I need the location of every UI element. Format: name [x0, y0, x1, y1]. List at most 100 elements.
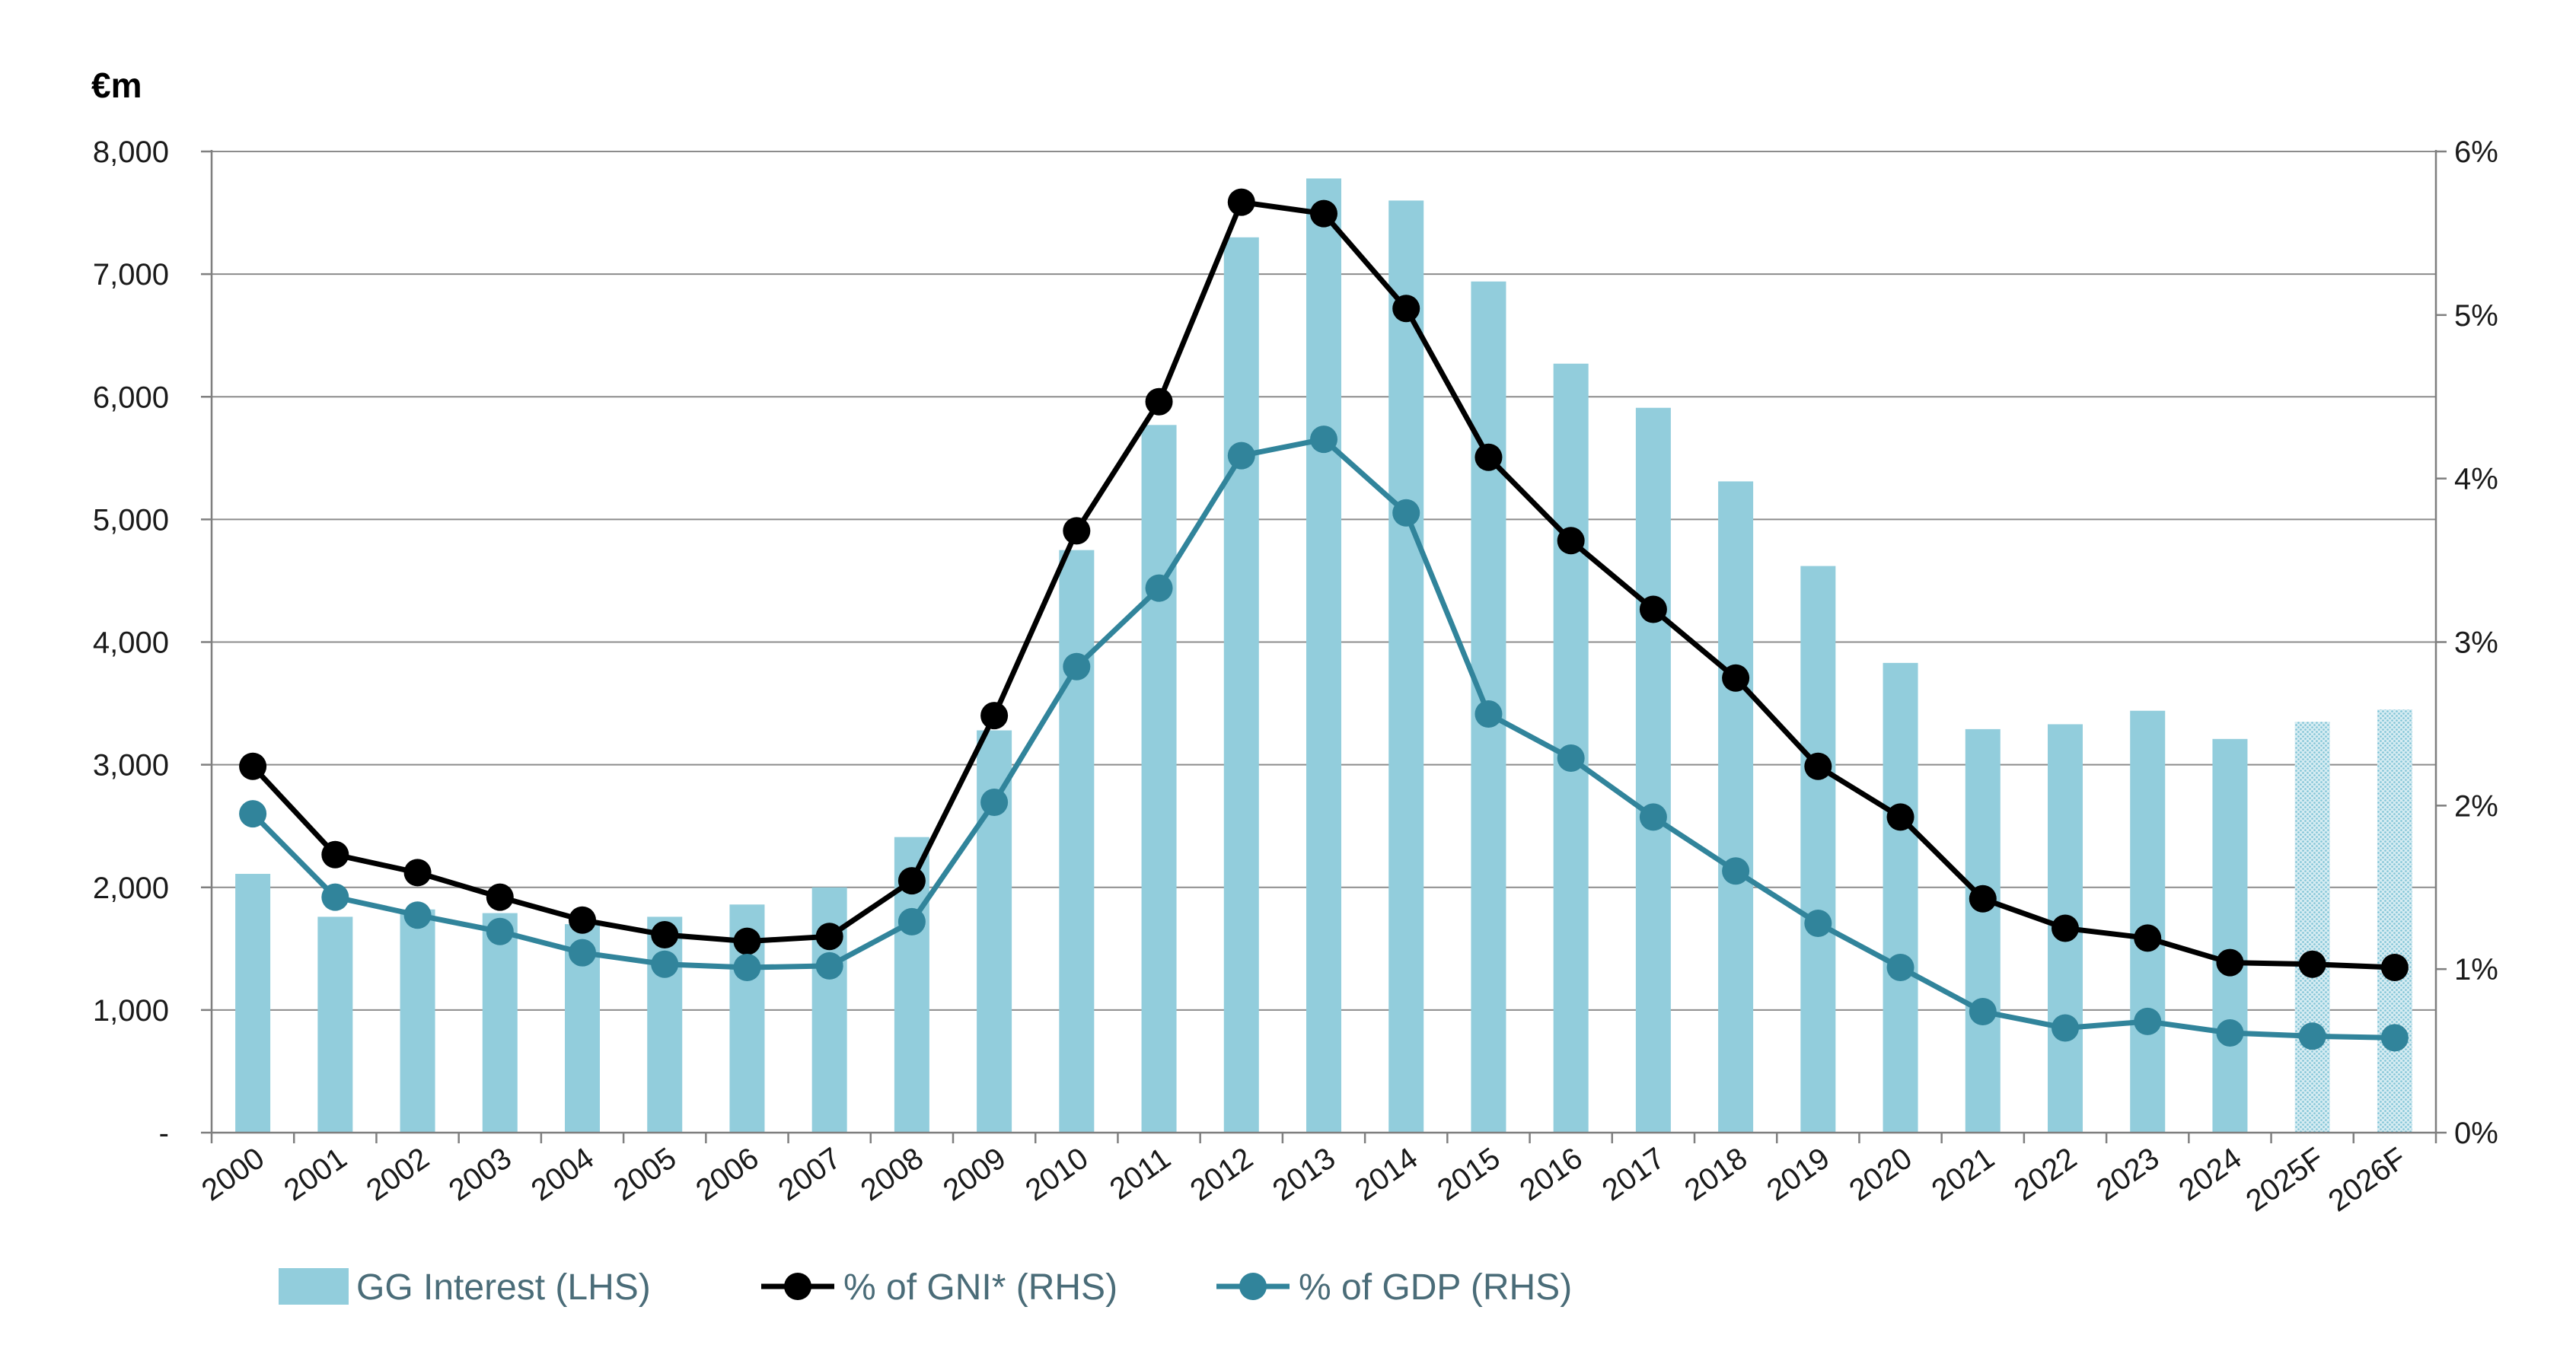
forecast-bar — [2377, 709, 2412, 1133]
bar — [1883, 662, 1918, 1133]
legend-swatch-marker — [784, 1273, 811, 1300]
bar — [2130, 710, 2166, 1133]
data-point — [1392, 295, 1420, 323]
right-tick-label: 1% — [2454, 953, 2498, 986]
data-point — [651, 950, 679, 978]
bar — [482, 913, 518, 1133]
data-point — [733, 927, 761, 955]
x-tick-label: 2019 — [1761, 1141, 1835, 1207]
legend-label: GG Interest (LHS) — [356, 1267, 651, 1308]
bar-series — [235, 178, 2412, 1133]
line-series — [239, 188, 2409, 1052]
x-tick-label: 2011 — [1104, 1141, 1177, 1206]
data-point — [1227, 441, 1255, 470]
data-point — [2298, 1022, 2326, 1050]
x-tick-label: 2020 — [1844, 1141, 1918, 1207]
x-tick-label: 2010 — [1019, 1141, 1094, 1207]
data-point — [1392, 499, 1420, 527]
data-point — [1886, 954, 1914, 982]
right-tick-label: 0% — [2454, 1117, 2498, 1150]
x-tick-label: 2022 — [2008, 1141, 2083, 1207]
data-point — [1969, 884, 1997, 913]
bar — [647, 916, 683, 1133]
data-point — [569, 906, 596, 934]
x-tick-label: 2016 — [1514, 1141, 1589, 1207]
data-point — [2216, 948, 2244, 977]
data-point — [239, 752, 267, 780]
right-tick-label: 5% — [2454, 299, 2498, 333]
data-point — [1969, 998, 1997, 1026]
x-tick-label: 2021 — [1926, 1141, 2001, 1207]
data-point — [733, 954, 761, 982]
data-point — [1310, 426, 1337, 454]
data-point — [1804, 910, 1832, 938]
x-tick-label: 2004 — [525, 1141, 600, 1207]
x-tick-label: 2025F — [2240, 1141, 2330, 1218]
data-point — [1063, 652, 1091, 680]
data-point — [1310, 199, 1337, 228]
x-tick-label: 2024 — [2173, 1141, 2247, 1207]
x-tick-label: 2002 — [361, 1141, 435, 1207]
x-tick-label: 2023 — [2090, 1141, 2165, 1207]
left-tick-label: 4,000 — [93, 626, 169, 660]
data-point — [1557, 527, 1585, 555]
data-point — [239, 800, 267, 828]
legend-swatch-bar — [279, 1268, 349, 1305]
bar — [400, 909, 435, 1133]
data-point — [1475, 443, 1503, 471]
data-point — [403, 901, 432, 929]
x-tick-label: 2003 — [443, 1141, 518, 1207]
bar — [235, 874, 271, 1133]
bar — [1223, 237, 1259, 1133]
data-point — [1145, 387, 1173, 416]
data-point — [321, 840, 349, 869]
data-point — [980, 789, 1009, 817]
x-tick-label: 2014 — [1349, 1141, 1423, 1207]
data-point — [1639, 803, 1667, 831]
bar — [317, 916, 353, 1133]
data-point — [1475, 700, 1503, 728]
data-point — [1722, 664, 1750, 692]
data-point — [2052, 914, 2079, 942]
data-point — [1557, 744, 1585, 773]
right-tick-label: 2% — [2454, 789, 2498, 823]
data-point — [815, 923, 843, 951]
right-tick-label: 3% — [2454, 626, 2498, 660]
data-point — [1722, 857, 1750, 885]
left-tick-label: 3,000 — [93, 749, 169, 782]
bar — [1635, 407, 1671, 1133]
data-point — [2298, 950, 2326, 978]
data-point — [569, 939, 596, 967]
data-point — [486, 917, 514, 945]
x-tick-label: 2000 — [196, 1141, 270, 1207]
data-point — [2216, 1018, 2244, 1047]
left-tick-label: 1,000 — [93, 994, 169, 1028]
x-tick-label: 2005 — [607, 1141, 682, 1207]
data-point — [1639, 595, 1667, 623]
left-tick-label: - — [159, 1117, 169, 1150]
x-tick-label: 2009 — [937, 1141, 1012, 1207]
data-point — [1227, 188, 1255, 216]
data-point — [2380, 1024, 2409, 1052]
left-axis-unit: €m — [91, 65, 142, 105]
bar — [1141, 425, 1177, 1133]
left-tick-label: 5,000 — [93, 503, 169, 537]
bar — [1718, 481, 1754, 1133]
data-point — [1145, 574, 1173, 602]
bar — [1965, 728, 2001, 1133]
data-point — [2380, 954, 2409, 982]
data-point — [897, 867, 926, 895]
bar — [1800, 566, 1836, 1133]
data-point — [486, 883, 514, 911]
x-tick-label: 2015 — [1431, 1141, 1506, 1207]
data-point — [651, 921, 679, 949]
x-tick-label: 2018 — [1679, 1141, 1753, 1207]
data-point — [897, 907, 926, 935]
x-tick-label: 2012 — [1184, 1141, 1259, 1207]
data-point — [2052, 1014, 2079, 1042]
data-point — [321, 883, 349, 911]
legend-label: % of GNI* (RHS) — [843, 1267, 1117, 1308]
data-point — [2134, 924, 2162, 952]
